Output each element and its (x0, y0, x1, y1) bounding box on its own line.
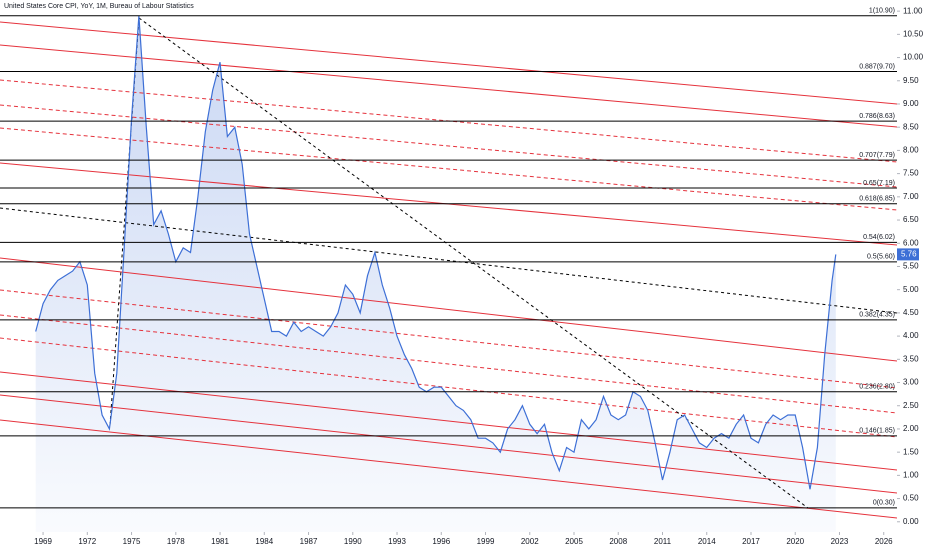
level-label: 0.5(5.60) (867, 254, 895, 261)
y-tick-label: 9.00 (903, 99, 919, 108)
y-tick-label: 11.00 (903, 6, 923, 15)
y-tick-label: 3.50 (903, 354, 919, 363)
y-tick-label: 7.50 (903, 169, 919, 178)
level-label: 0.707(7.79) (859, 152, 895, 159)
y-tick-label: 2.50 (903, 401, 919, 410)
channel-line (0, 337, 897, 438)
x-tick-label: 2017 (742, 537, 760, 546)
y-tick-label: 5.50 (903, 262, 919, 271)
y-tick-label: 1.00 (903, 470, 919, 479)
y-tick-label: 6.00 (903, 238, 919, 247)
y-tick-label: 4.50 (903, 308, 919, 317)
x-tick-label: 2026 (875, 537, 893, 546)
channel-line (0, 44, 897, 128)
level-label: 0.146(1.85) (859, 428, 895, 435)
x-tick-label: 2005 (565, 537, 583, 546)
y-tick-label: 9.50 (903, 76, 919, 85)
y-tick-label: 4.00 (903, 331, 919, 340)
level-label: 0.887(9.70) (859, 63, 895, 70)
y-tick-label: 6.50 (903, 215, 919, 224)
x-tick-label: 1993 (388, 537, 406, 546)
level-label: 0.54(6.02) (863, 234, 895, 241)
x-tick-label: 2008 (609, 537, 627, 546)
channel-line (0, 314, 897, 414)
y-tick-label: 1.50 (903, 447, 919, 456)
channel-line (0, 371, 897, 471)
level-label: 0(0.30) (873, 500, 895, 507)
x-tick-label: 1999 (477, 537, 495, 546)
x-tick-label: 2023 (831, 537, 849, 546)
channel-line (0, 127, 897, 211)
y-tick-label: 8.50 (903, 122, 919, 131)
trend-line (0, 207, 897, 314)
x-tick-label: 1981 (211, 537, 229, 546)
level-label: 1(10.90) (869, 8, 895, 15)
channel-line (0, 394, 897, 494)
y-tick-label: 3.00 (903, 378, 919, 387)
trend-line (109, 17, 140, 426)
y-tick-label: 7.00 (903, 192, 919, 201)
last-value-tag (897, 248, 919, 261)
x-tick-label: 1990 (344, 537, 362, 546)
x-tick-label: 1996 (432, 537, 450, 546)
area (35, 15, 836, 532)
plot-area (35, 15, 836, 532)
x-tick-label: 2014 (698, 537, 716, 546)
channel-line (0, 21, 897, 105)
last-value-label: 5.76 (901, 250, 917, 259)
y-tick-label: 10.00 (903, 53, 924, 62)
x-tick-label: 1972 (78, 537, 96, 546)
y-tick-label: 10.50 (903, 29, 924, 38)
level-label: 0.236(2.80) (859, 384, 895, 391)
y-tick-label: 0.50 (903, 494, 919, 503)
x-tick-label: 1987 (300, 537, 318, 546)
channel-line (0, 104, 897, 188)
level-label: 0.382(4.35) (859, 312, 895, 319)
x-tick-label: 2020 (786, 537, 804, 546)
x-tick-label: 1969 (34, 537, 52, 546)
line (35, 15, 837, 490)
x-tick-label: 2011 (654, 537, 672, 546)
level-label: 0.786(8.63) (859, 113, 895, 120)
level-label: 0.65(7.19) (863, 180, 895, 187)
y-tick-label: 5.00 (903, 285, 919, 294)
chart-title: United States Core CPI, YoY, 1M, Bureau … (4, 3, 194, 10)
y-tick-label: 8.00 (903, 146, 919, 155)
y-tick-label: 0.00 (903, 517, 919, 526)
y-tick-label: 2.00 (903, 424, 919, 433)
x-tick-label: 1984 (255, 537, 273, 546)
x-tick-label: 1978 (167, 537, 185, 546)
channel-line (0, 289, 897, 389)
level-label: 0.618(6.85) (859, 196, 895, 203)
channel-line (0, 257, 897, 362)
x-tick-label: 1975 (123, 537, 141, 546)
x-tick-label: 2002 (521, 537, 539, 546)
